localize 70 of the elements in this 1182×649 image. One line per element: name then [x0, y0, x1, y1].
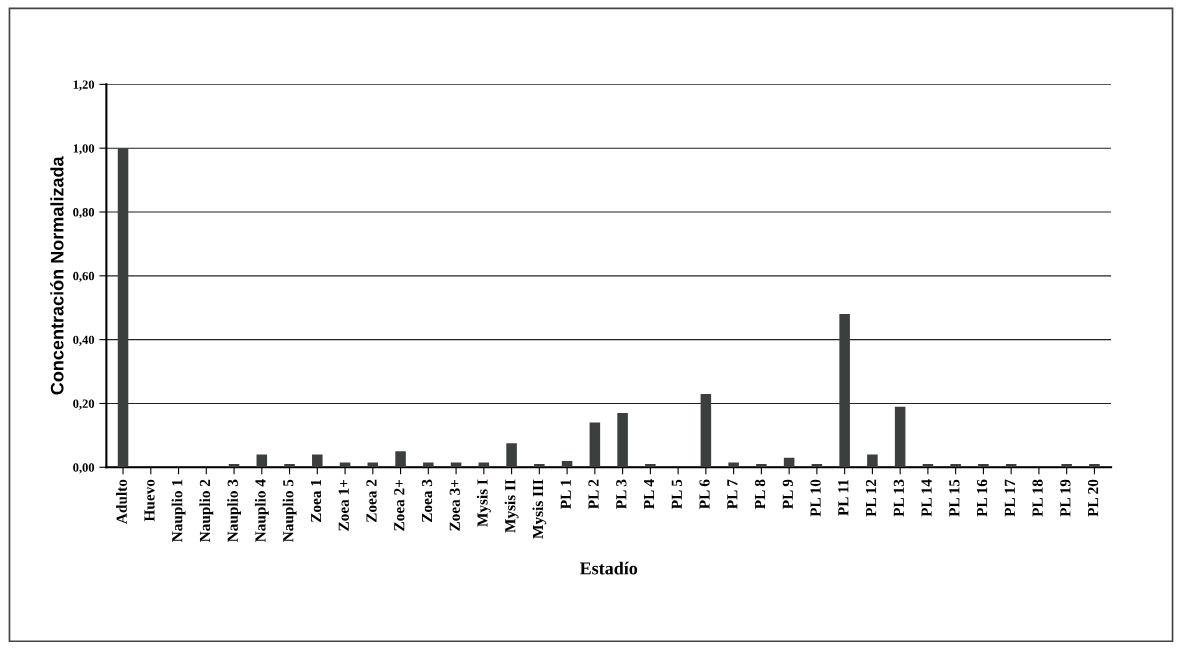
- x-tick-label: PL 20: [1087, 479, 1099, 517]
- x-tick-label: PL 16: [976, 479, 988, 517]
- x-tick-label: PL 19: [1060, 479, 1071, 517]
- bar: [478, 462, 490, 468]
- y-tick-label: 0,40: [73, 335, 95, 346]
- bar: [450, 462, 462, 468]
- bar: [506, 443, 517, 468]
- x-tick-label: PL 15: [949, 479, 960, 517]
- x-tick-label: PL 18: [1032, 479, 1043, 517]
- x-tick-label: PL 3: [616, 479, 627, 509]
- bar: [867, 454, 878, 468]
- bar: [339, 462, 351, 468]
- bar: [950, 464, 961, 468]
- y-tick-label: 0,20: [73, 399, 95, 410]
- x-tick-label: PL 10: [810, 479, 821, 517]
- bar: [1061, 464, 1072, 468]
- x-tick-label: PL 1: [560, 479, 571, 509]
- y-axis-title: Concentración Normalizada: [50, 156, 64, 395]
- x-tick-label: PL 14: [921, 479, 932, 517]
- x-tick-label: Zoea 3: [421, 479, 433, 523]
- bar: [423, 462, 434, 468]
- x-tick-label: PL 4: [643, 479, 655, 509]
- y-tick-label: 0,60: [73, 271, 95, 283]
- x-axis-title: Estadío: [579, 561, 638, 575]
- bar: [978, 464, 989, 468]
- x-tick-label: PL 5: [671, 479, 682, 509]
- x-tick-label: Nauplio 2: [199, 479, 214, 543]
- bar: [617, 413, 628, 468]
- x-tick-label: PL 2: [588, 479, 599, 509]
- x-tick-label: Mysis I: [476, 479, 491, 527]
- bar: [756, 464, 767, 468]
- x-tick-label: Zoea 2+: [394, 479, 405, 531]
- x-tick-label: Huevo: [144, 479, 155, 522]
- x-tick-label: Zoea 1: [310, 479, 322, 523]
- y-tick-label: 1,00: [73, 144, 95, 155]
- x-tick-label: PL 17: [1004, 479, 1015, 517]
- x-tick-label: PL 11: [838, 479, 849, 516]
- bar: [395, 451, 406, 468]
- bar: [645, 464, 656, 468]
- x-tick-label: Nauplio 1: [171, 479, 186, 543]
- bar: [700, 393, 712, 468]
- bar: [367, 462, 379, 468]
- bar: [284, 464, 295, 468]
- x-tick-label: PL 8: [754, 479, 766, 509]
- x-tick-label: Nauplio 5: [282, 479, 297, 543]
- x-tick-label: PL 12: [865, 479, 877, 517]
- bar: [728, 462, 739, 468]
- x-tick-label: Zoea 2: [366, 479, 377, 523]
- bar: [1089, 464, 1100, 468]
- bar: [534, 464, 545, 468]
- x-tick-label: PL 6: [699, 479, 710, 509]
- x-tick-label: PL 7: [727, 479, 738, 509]
- x-tick-label: Nauplio 3: [227, 479, 241, 543]
- bar: [839, 314, 850, 468]
- x-tick-label: PL 9: [782, 479, 793, 509]
- bar: [117, 148, 129, 468]
- y-tick-label: 0,00: [73, 463, 95, 474]
- bar: [589, 422, 601, 468]
- x-tick-label: Mysis III: [532, 479, 547, 539]
- x-tick-label: Nauplio 4: [254, 479, 269, 543]
- x-tick-label: Mysis II: [504, 479, 519, 533]
- bar: [312, 454, 323, 468]
- bar: [894, 406, 906, 468]
- x-tick-label: Adulto: [116, 479, 127, 524]
- x-tick-label: Zoea 1+: [338, 479, 349, 531]
- x-tick-label: Zoea 3+: [449, 479, 460, 531]
- y-tick-label: 0,80: [73, 208, 95, 219]
- x-tick-label: PL 13: [893, 479, 904, 517]
- bar: [561, 460, 573, 468]
- y-tick-label: 1,20: [73, 80, 95, 91]
